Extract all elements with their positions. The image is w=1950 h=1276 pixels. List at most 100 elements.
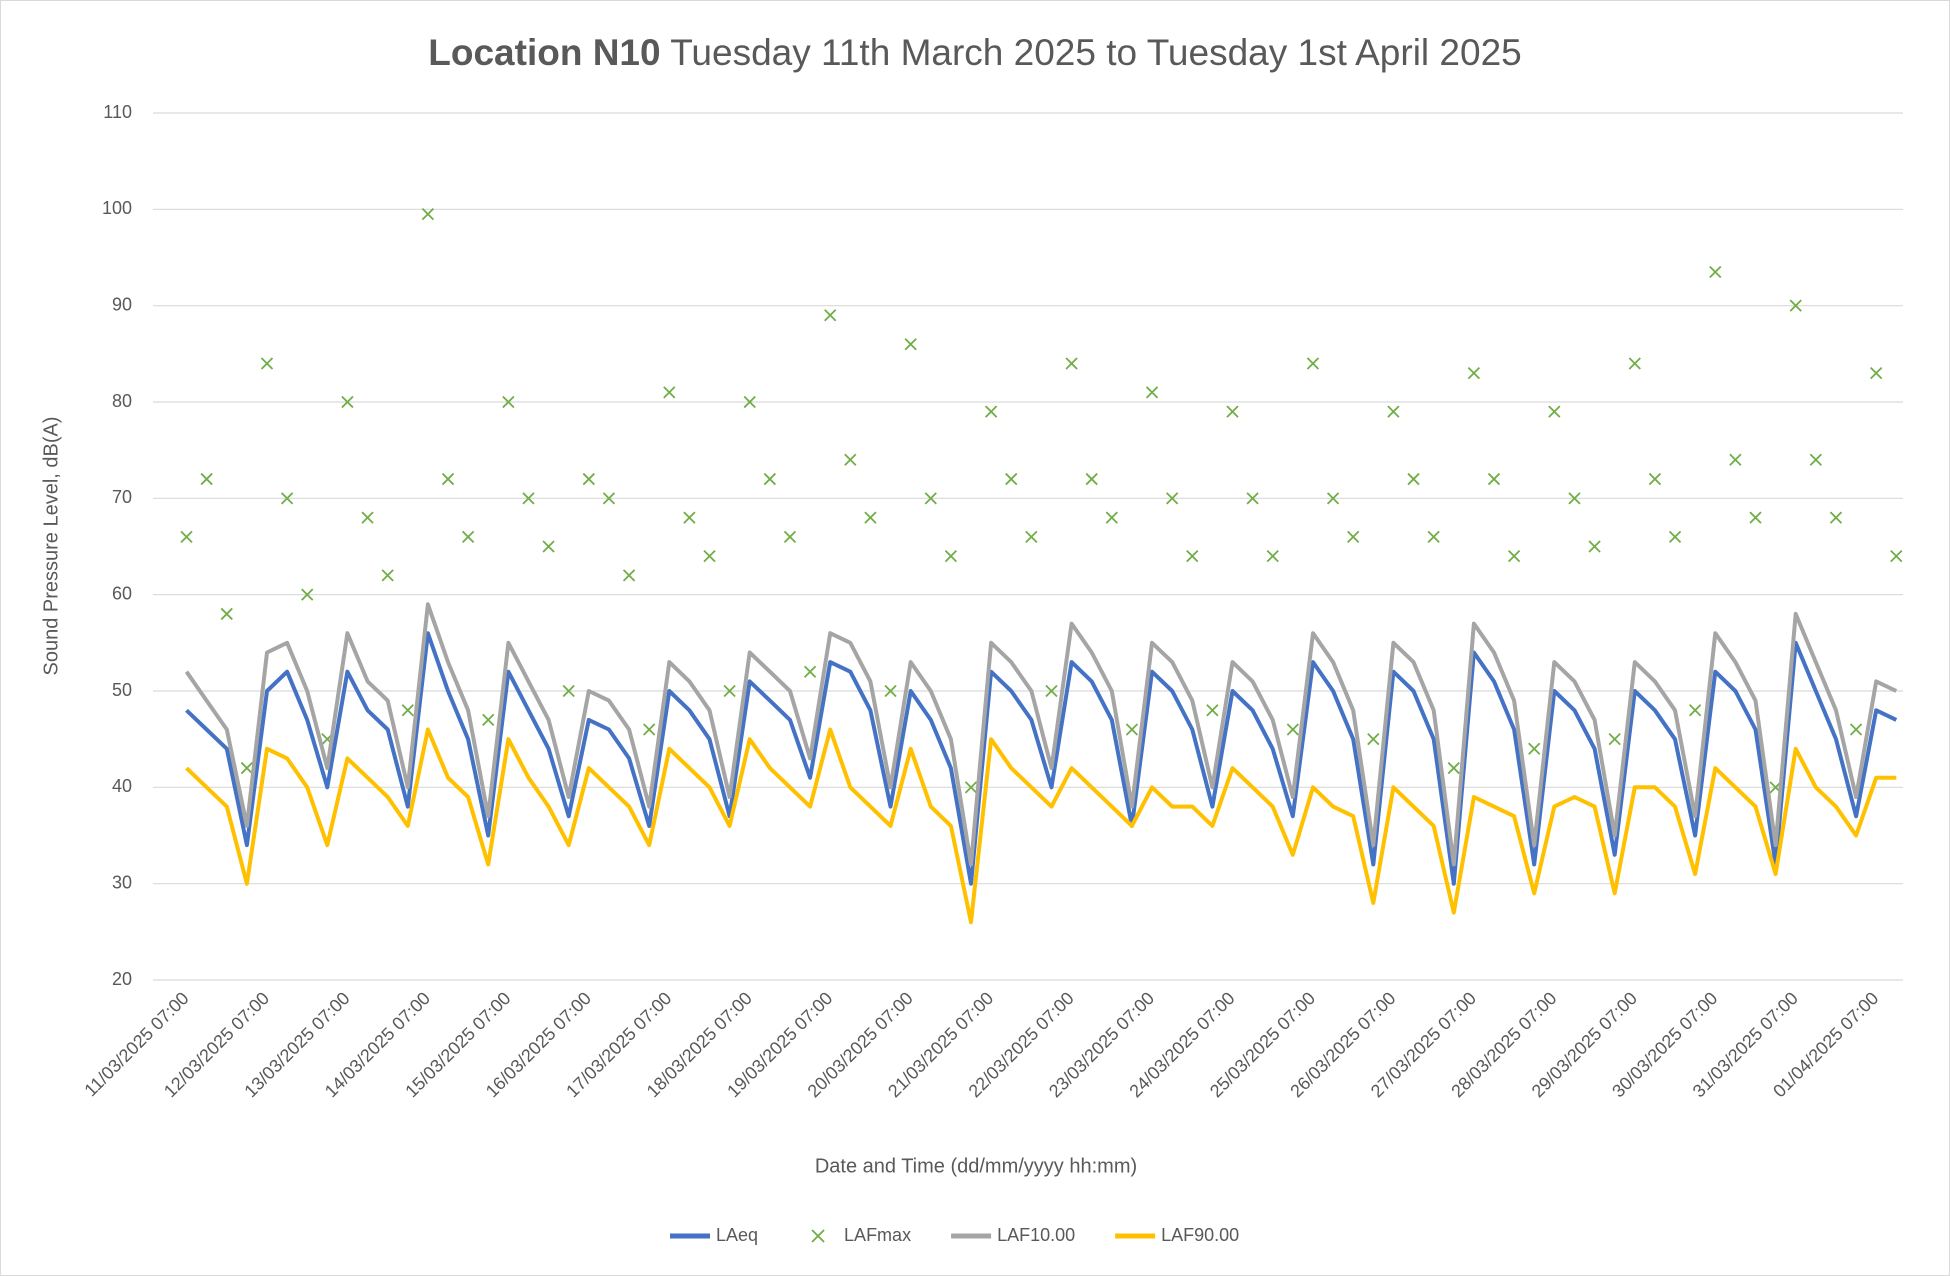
data-point: [200, 472, 213, 486]
data-point: [1447, 761, 1460, 775]
data-point: [803, 665, 817, 678]
data-point: [280, 492, 294, 505]
data-point: [562, 684, 575, 698]
data-point: [643, 723, 656, 736]
data-point: [522, 492, 535, 505]
y-tick-label: 90: [112, 294, 132, 314]
title-rest: Tuesday 11th March 2025 to Tuesday 1st A…: [661, 32, 1522, 73]
data-point: [1427, 530, 1440, 544]
data-point: [361, 511, 374, 524]
data-point: [1266, 549, 1279, 563]
data-point: [1407, 472, 1420, 486]
data-point: [783, 530, 797, 544]
data-point: [1729, 453, 1742, 466]
chart-title: Location N10 Tuesday 11th March 2025 to …: [428, 32, 1521, 73]
data-point: [1206, 704, 1219, 717]
data-point: [1528, 742, 1541, 755]
legend-label: LAeq: [716, 1225, 758, 1245]
data-point: [723, 684, 736, 698]
data-point: [1849, 723, 1863, 736]
data-point: [542, 540, 555, 553]
data-point: [622, 569, 636, 582]
y-tick-label: 60: [112, 583, 132, 603]
data-point: [844, 453, 857, 466]
data-point: [260, 357, 274, 370]
data-point: [1548, 405, 1561, 418]
legend-label: LAF90.00: [1161, 1225, 1239, 1245]
data-point: [944, 549, 958, 563]
x-axis-title: Date and Time (dd/mm/yyyy hh:mm): [815, 1155, 1137, 1177]
data-point: [1668, 530, 1682, 544]
y-tick-label: 30: [112, 872, 132, 892]
data-point: [1568, 492, 1581, 505]
data-point: [924, 492, 937, 505]
data-point: [1689, 704, 1702, 717]
data-point: [1588, 540, 1601, 553]
data-point: [1870, 366, 1883, 380]
data-point: [1347, 530, 1360, 544]
data-point: [1809, 453, 1822, 466]
data-point: [1045, 684, 1058, 698]
legend: LAeq LAFmax LAF10.00 LAF90.00: [670, 1225, 1239, 1245]
y-tick-label: 100: [102, 198, 132, 218]
data-point: [1246, 492, 1259, 505]
y-tick-label: 50: [112, 680, 132, 700]
data-point: [703, 549, 716, 563]
data-point: [1890, 549, 1903, 563]
data-point: [602, 492, 616, 505]
data-point: [1186, 549, 1199, 563]
data-point: [1789, 299, 1802, 312]
data-point: [421, 208, 435, 221]
data-point: [1507, 549, 1521, 563]
legend-label: LAFmax: [844, 1225, 911, 1245]
y-axis-title: Sound Pressure Level, dB(A): [40, 416, 62, 675]
data-point: [1608, 733, 1621, 746]
y-tick-label: 80: [112, 391, 132, 411]
data-point: [904, 338, 917, 351]
data-point: [1226, 405, 1239, 418]
data-point: [884, 684, 897, 698]
data-point: [1085, 472, 1098, 486]
data-point: [663, 386, 676, 399]
series-line: [184, 602, 1898, 867]
plot-area: [180, 208, 1903, 925]
series-line: [185, 727, 1897, 925]
data-point: [1025, 530, 1038, 544]
series-line: [185, 631, 1898, 886]
data-point: [984, 405, 998, 418]
data-point: [1005, 472, 1018, 486]
data-point: [1829, 511, 1843, 524]
data-point: [441, 472, 455, 486]
data-point: [1367, 733, 1380, 746]
data-point: [461, 530, 475, 544]
data-point: [1628, 357, 1641, 370]
data-point: [180, 530, 193, 544]
data-point: [240, 761, 254, 775]
data-point: [401, 704, 414, 717]
data-point: [1065, 357, 1078, 370]
data-point: [1326, 492, 1340, 505]
data-point: [683, 511, 696, 524]
data-point: [763, 472, 776, 486]
data-point: [1749, 511, 1762, 524]
data-point: [381, 569, 394, 582]
data-point: [1487, 472, 1501, 486]
y-tick-label: 70: [112, 487, 132, 507]
data-point: [220, 607, 233, 621]
data-point: [1286, 723, 1299, 736]
data-point: [582, 472, 595, 486]
data-point: [1105, 511, 1118, 524]
data-point: [864, 511, 877, 524]
data-point: [1125, 723, 1139, 736]
data-point: [743, 395, 756, 409]
data-point: [1709, 265, 1722, 279]
data-point: [1145, 386, 1159, 399]
data-point: [1166, 492, 1179, 505]
title-bold: Location N10: [428, 32, 660, 73]
data-point: [824, 309, 837, 322]
data-point: [1467, 366, 1481, 380]
data-point: [482, 713, 495, 727]
y-tick-label: 40: [112, 776, 132, 796]
